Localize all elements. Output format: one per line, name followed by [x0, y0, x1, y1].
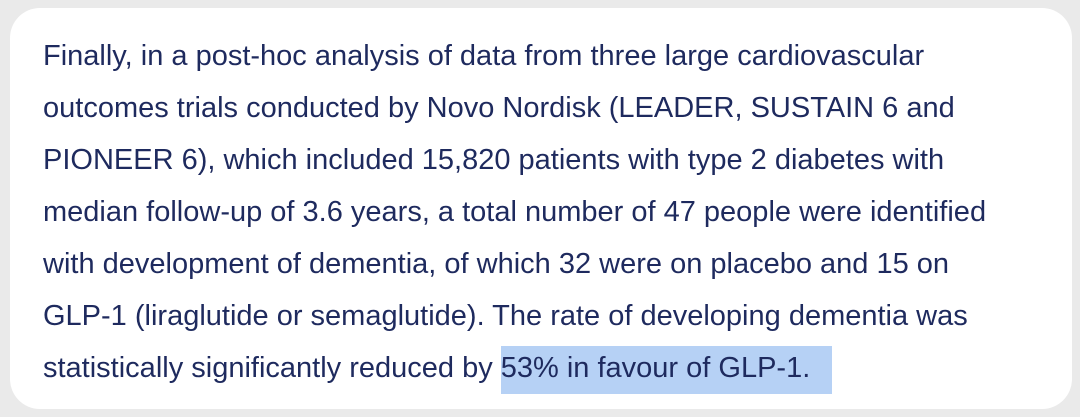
text-card: Finally, in a post-hoc analysis of data … — [10, 8, 1072, 409]
paragraph-line-2: outcomes trials conducted by Novo Nordis… — [43, 92, 955, 124]
paragraph-line-6: GLP-1 (liraglutide or semaglutide). The … — [43, 300, 968, 332]
paragraph-line-7: statistically significantly reduced by 5… — [43, 342, 1063, 394]
paragraph-line-4: median follow-up of 3.6 years, a total n… — [43, 196, 987, 228]
paragraph-line-1: Finally, in a post-hoc analysis of data … — [43, 40, 925, 72]
paragraph-line-5: with development of dementia, of which 3… — [43, 248, 950, 280]
paragraph-line-7-plain: statistically significantly reduced by — [43, 352, 501, 384]
selected-text-highlight[interactable]: 53% in favour of GLP-1. — [500, 346, 833, 394]
article-paragraph: Finally, in a post-hoc analysis of data … — [43, 30, 1063, 394]
paragraph-line-3: PIONEER 6), which included 15,820 patien… — [43, 144, 945, 176]
